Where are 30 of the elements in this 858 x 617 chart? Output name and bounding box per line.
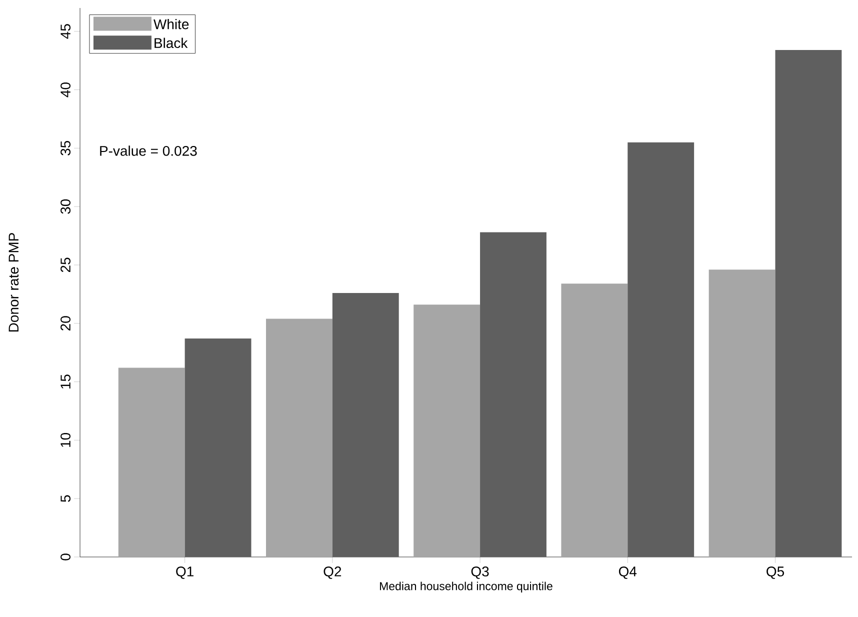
y-tick-label: 5	[60, 495, 70, 502]
bar	[266, 318, 332, 557]
x-tick-label: Q1	[176, 566, 194, 579]
bar	[561, 284, 628, 557]
y-axis-title: Donor rate PMP	[8, 233, 19, 332]
y-tick-label: 15	[60, 374, 70, 388]
y-tick-label: 10	[60, 432, 70, 447]
bar	[184, 338, 252, 557]
y-tick-label: 35	[60, 140, 70, 156]
y-tick-label: 30	[60, 199, 70, 214]
bar	[480, 232, 546, 557]
y-tick-label: 0	[60, 554, 70, 560]
y-tick-label: 45	[60, 24, 70, 39]
annotation: P-value = 0.023	[100, 146, 197, 156]
y-tick-label: 40	[60, 82, 70, 98]
x-tick-label: Q3	[471, 566, 489, 579]
bar	[708, 270, 776, 557]
y-tick-label: 20	[60, 316, 70, 330]
x-tick-label: Q4	[618, 566, 637, 579]
legend-label: Black	[154, 38, 188, 48]
bar	[414, 304, 480, 557]
bar	[628, 142, 694, 557]
x-axis-title: Median household income quintile	[380, 582, 552, 592]
bar	[118, 368, 185, 557]
x-tick-label: Q2	[324, 566, 342, 579]
x-tick-label: Q5	[766, 566, 784, 579]
y-tick-label: 25	[60, 258, 70, 272]
legend-label: White	[154, 18, 189, 30]
bar	[775, 50, 842, 557]
bar	[332, 292, 399, 557]
